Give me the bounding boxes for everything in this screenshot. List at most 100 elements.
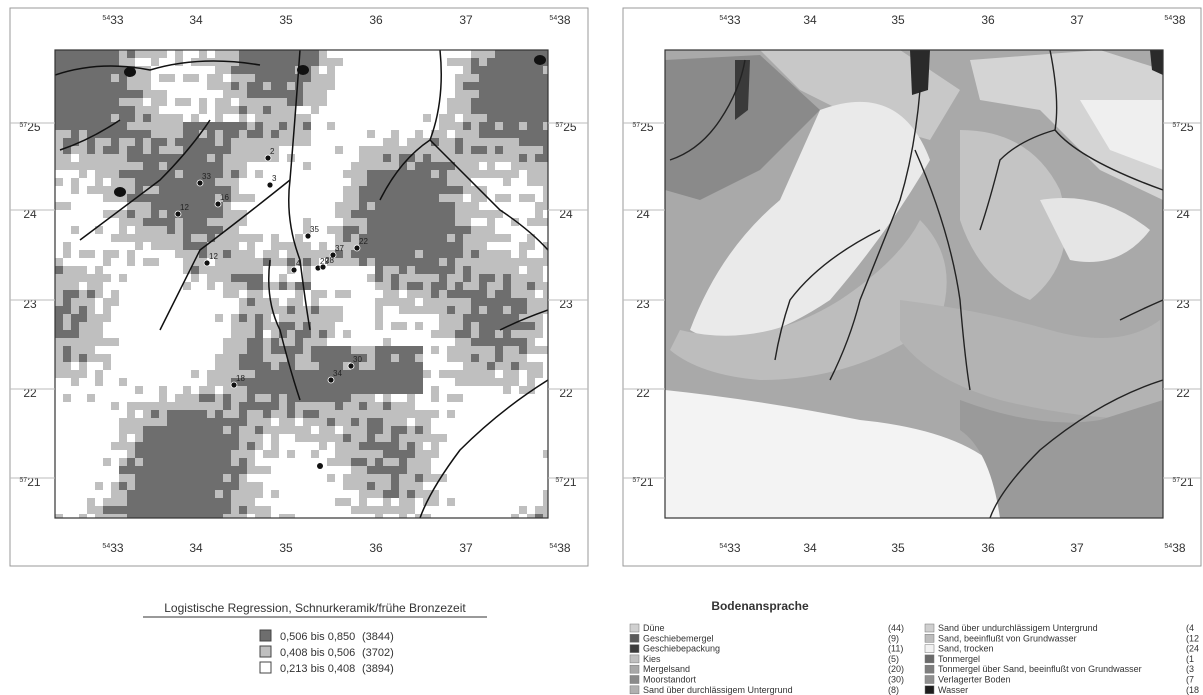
probability-cell — [439, 234, 447, 242]
probability-cell — [247, 242, 255, 250]
probability-cell — [287, 58, 295, 66]
probability-cell — [183, 490, 191, 498]
probability-cell — [119, 234, 127, 242]
probability-cell — [359, 186, 367, 194]
probability-cell — [407, 402, 415, 410]
probability-cell — [199, 466, 207, 474]
probability-cell — [215, 394, 223, 402]
probability-cell — [311, 378, 319, 386]
probability-cell — [151, 114, 159, 122]
probability-cell — [375, 346, 383, 354]
probability-cell — [231, 250, 239, 258]
probability-cell — [479, 106, 487, 114]
probability-cell — [175, 234, 183, 242]
probability-cell — [279, 378, 287, 386]
legend-swatch — [630, 655, 639, 663]
probability-cell — [247, 74, 255, 82]
probability-cell — [287, 402, 295, 410]
probability-cell — [375, 466, 383, 474]
legend-swatch — [630, 645, 639, 653]
probability-cell — [71, 290, 79, 298]
legend-label: Geschiebepackung — [643, 644, 720, 654]
probability-cell — [247, 362, 255, 370]
probability-cell — [367, 490, 375, 498]
probability-cell — [191, 274, 199, 282]
probability-cell — [87, 154, 95, 162]
probability-cell — [271, 250, 279, 258]
probability-cell — [199, 506, 207, 514]
coordinate-label: 5438 — [1164, 13, 1185, 27]
probability-cell — [415, 154, 423, 162]
probability-cell — [199, 146, 207, 154]
probability-cell — [527, 298, 535, 306]
probability-cell — [183, 162, 191, 170]
probability-cell — [175, 418, 183, 426]
probability-cell — [383, 282, 391, 290]
probability-cell — [511, 298, 519, 306]
probability-cell — [183, 74, 191, 82]
coordinate-value: 37 — [459, 13, 473, 27]
probability-cell — [295, 338, 303, 346]
probability-cell — [351, 386, 359, 394]
probability-cell — [87, 146, 95, 154]
probability-cell — [407, 386, 415, 394]
probability-cell — [447, 194, 455, 202]
probability-cell — [359, 498, 367, 506]
probability-cell — [423, 154, 431, 162]
probability-cell — [111, 82, 119, 90]
probability-cell — [279, 114, 287, 122]
probability-cell — [119, 162, 127, 170]
legend-swatch — [925, 634, 934, 642]
probability-cell — [271, 258, 279, 266]
probability-cell — [495, 290, 503, 298]
probability-cell — [319, 418, 327, 426]
probability-cell — [375, 210, 383, 218]
probability-cell — [527, 378, 535, 386]
probability-cell — [143, 210, 151, 218]
probability-cell — [479, 306, 487, 314]
probability-cell — [247, 370, 255, 378]
probability-cell — [295, 82, 303, 90]
probability-cell — [415, 282, 423, 290]
probability-cell — [487, 210, 495, 218]
probability-cell — [255, 106, 263, 114]
probability-cell — [295, 306, 303, 314]
probability-cell — [175, 130, 183, 138]
probability-cell — [519, 290, 527, 298]
probability-cell — [439, 218, 447, 226]
probability-cell — [439, 178, 447, 186]
probability-cell — [287, 322, 295, 330]
probability-cell — [511, 330, 519, 338]
probability-cell — [191, 482, 199, 490]
probability-cell — [391, 370, 399, 378]
probability-cell — [383, 426, 391, 434]
probability-cell — [135, 162, 143, 170]
coordinate-label: 35 — [279, 13, 293, 27]
probability-cell — [239, 338, 247, 346]
probability-cell — [55, 258, 63, 266]
probability-cell — [399, 378, 407, 386]
page: Kartenvergleich body { margin: 0; width:… — [0, 0, 1203, 695]
probability-cell — [463, 250, 471, 258]
probability-cell — [375, 378, 383, 386]
probability-cell — [223, 410, 231, 418]
probability-cell — [199, 386, 207, 394]
coordinate-label: 5438 — [549, 541, 570, 555]
probability-cell — [231, 466, 239, 474]
probability-cell — [135, 114, 143, 122]
probability-cell — [127, 98, 135, 106]
probability-cell — [527, 290, 535, 298]
probability-cell — [207, 442, 215, 450]
probability-cell — [263, 394, 271, 402]
probability-cell — [391, 410, 399, 418]
probability-cell — [415, 210, 423, 218]
probability-cell — [399, 450, 407, 458]
probability-cell — [119, 474, 127, 482]
probability-cell — [63, 362, 71, 370]
probability-cell — [271, 450, 279, 458]
probability-cell — [151, 194, 159, 202]
probability-cell — [527, 362, 535, 370]
probability-cell — [95, 266, 103, 274]
probability-cell — [95, 162, 103, 170]
probability-cell — [207, 130, 215, 138]
